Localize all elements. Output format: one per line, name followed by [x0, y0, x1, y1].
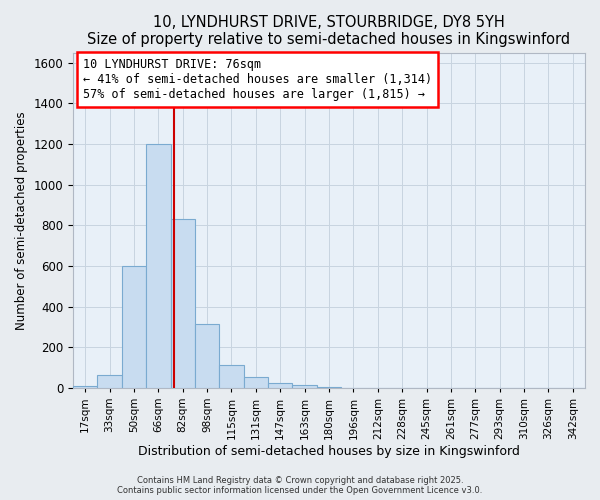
Bar [220, 366, 244, 388]
Bar [195, 324, 220, 388]
Title: 10, LYNDHURST DRIVE, STOURBRIDGE, DY8 5YH
Size of property relative to semi-deta: 10, LYNDHURST DRIVE, STOURBRIDGE, DY8 5Y… [88, 15, 571, 48]
Bar [73, 386, 97, 388]
X-axis label: Distribution of semi-detached houses by size in Kingswinford: Distribution of semi-detached houses by … [138, 444, 520, 458]
Bar [317, 387, 341, 388]
Bar [292, 384, 317, 388]
Bar [122, 266, 146, 388]
Bar [146, 144, 170, 388]
Bar [97, 374, 122, 388]
Text: Contains HM Land Registry data © Crown copyright and database right 2025.
Contai: Contains HM Land Registry data © Crown c… [118, 476, 482, 495]
Text: 10 LYNDHURST DRIVE: 76sqm
← 41% of semi-detached houses are smaller (1,314)
57% : 10 LYNDHURST DRIVE: 76sqm ← 41% of semi-… [83, 58, 433, 101]
Y-axis label: Number of semi-detached properties: Number of semi-detached properties [15, 111, 28, 330]
Bar [244, 376, 268, 388]
Bar [268, 382, 292, 388]
Bar [170, 219, 195, 388]
